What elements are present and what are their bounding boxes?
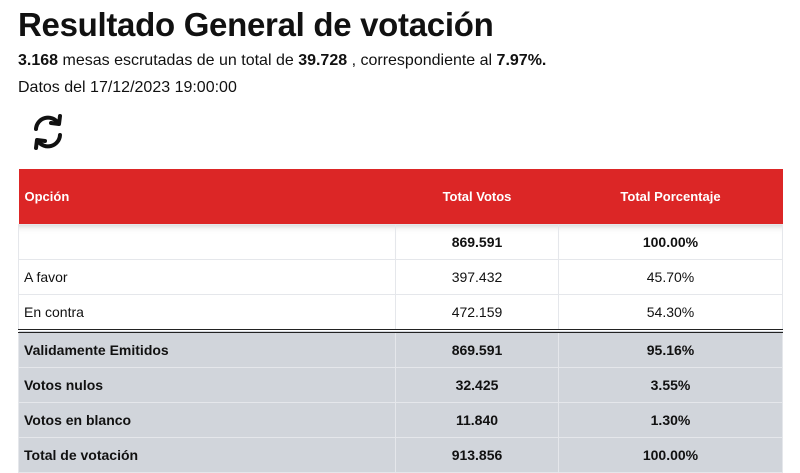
row-votes: 472.159 bbox=[395, 294, 559, 332]
row-votes: 869.591 bbox=[395, 224, 559, 260]
table-row: A favor 397.432 45.70% bbox=[18, 259, 783, 295]
row-votes: 869.591 bbox=[395, 329, 559, 368]
table-row: 869.591 100.00% bbox=[18, 224, 783, 260]
scrutiny-summary: 3.168 mesas escrutadas de un total de 39… bbox=[18, 52, 546, 70]
row-label: En contra bbox=[18, 294, 396, 332]
summary-row: Validamente Emitidos 869.591 95.16% bbox=[18, 329, 783, 368]
row-pct: 1.30% bbox=[558, 402, 783, 438]
summary-row: Votos en blanco 11.840 1.30% bbox=[18, 402, 783, 438]
scrutiny-percentage: 7.97%. bbox=[496, 52, 547, 69]
table-row: En contra 472.159 54.30% bbox=[18, 294, 783, 332]
row-pct: 100.00% bbox=[558, 224, 783, 260]
row-label: Total de votación bbox=[18, 437, 396, 473]
row-votes: 32.425 bbox=[395, 367, 559, 403]
results-table: Opción Total Votos Total Porcentaje 869.… bbox=[18, 169, 783, 473]
summary-row: Votos nulos 32.425 3.55% bbox=[18, 367, 783, 403]
row-label: Votos en blanco bbox=[18, 402, 396, 438]
row-votes: 913.856 bbox=[395, 437, 559, 473]
table-header: Opción Total Votos Total Porcentaje bbox=[18, 169, 783, 225]
row-label: Validamente Emitidos bbox=[18, 329, 396, 368]
refresh-icon[interactable] bbox=[28, 113, 68, 151]
page-title: Resultado General de votación bbox=[18, 6, 494, 43]
col-votes: Total Votos bbox=[395, 169, 559, 225]
row-label bbox=[18, 224, 396, 260]
col-percentage: Total Porcentaje bbox=[558, 169, 783, 225]
row-votes: 397.432 bbox=[395, 259, 559, 295]
row-pct: 45.70% bbox=[558, 259, 783, 295]
row-pct: 54.30% bbox=[558, 294, 783, 332]
mesas-count: 3.168 bbox=[18, 52, 59, 69]
col-option: Opción bbox=[18, 169, 396, 225]
summary-text-2: , correspondiente al bbox=[347, 52, 497, 69]
row-pct: 3.55% bbox=[558, 367, 783, 403]
mesas-total: 39.728 bbox=[298, 52, 348, 69]
row-label: Votos nulos bbox=[18, 367, 396, 403]
row-pct: 100.00% bbox=[558, 437, 783, 473]
row-label: A favor bbox=[18, 259, 396, 295]
summary-row: Total de votación 913.856 100.00% bbox=[18, 437, 783, 473]
row-votes: 11.840 bbox=[395, 402, 559, 438]
data-timestamp: Datos del 17/12/2023 19:00:00 bbox=[18, 79, 237, 96]
row-pct: 95.16% bbox=[558, 329, 783, 368]
summary-text: mesas escrutadas de un total de bbox=[58, 52, 299, 69]
